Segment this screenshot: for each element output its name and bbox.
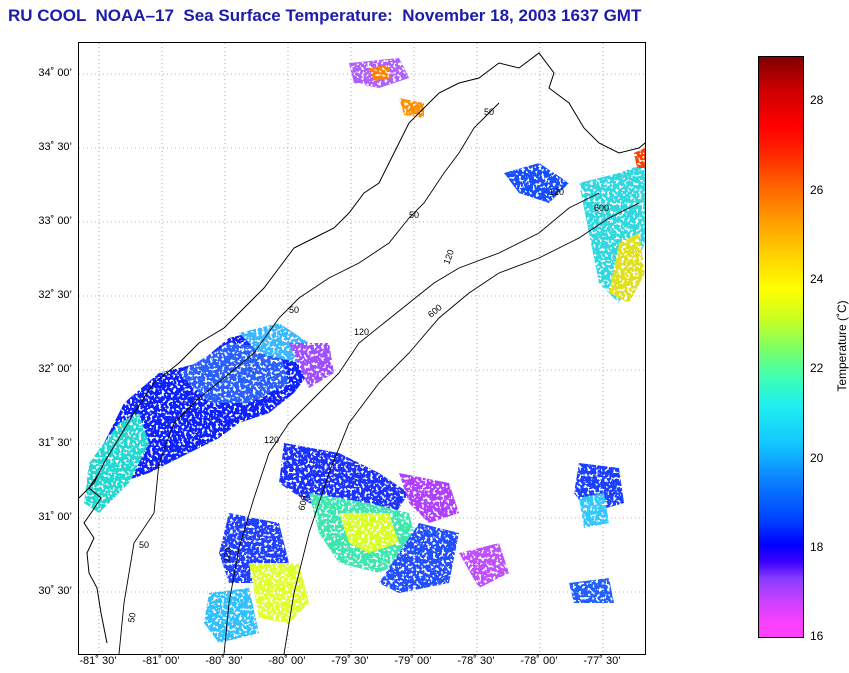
sst-map[interactable]: 50 50 50 50 50 120 120 120 120 120 600 6…: [78, 42, 646, 655]
lon-tick-label: -77˚ 30’: [583, 655, 621, 667]
contour-label: 50: [289, 305, 299, 315]
contour-120: [223, 192, 600, 654]
coastline-jagged: [83, 472, 108, 644]
sst-patch-cyan-patch: [239, 323, 309, 363]
lat-tick-label: 31˚ 00’: [38, 511, 72, 523]
lon-tick-label: -80˚ 00’: [268, 655, 306, 667]
lat-tick-label: 33˚ 00’: [38, 215, 72, 227]
colorbar-tick-label: 28: [810, 93, 824, 107]
contour-label: 600: [426, 302, 444, 319]
sst-patch-blue-inner: [179, 343, 289, 403]
lon-tick-label: -80˚ 30’: [205, 655, 243, 667]
lon-tick-label: -79˚ 00’: [394, 655, 432, 667]
sst-patch-south-yellow: [249, 563, 309, 623]
sst-map-canvas: 50 50 50 50 50 120 120 120 120 120 600 6…: [79, 43, 645, 654]
sst-patch-east-blue: [379, 523, 459, 593]
colorbar-title: Temperature (˚C): [835, 300, 849, 392]
lat-tick-label: 32˚ 00’: [38, 363, 72, 375]
contour-label: 120: [441, 248, 456, 266]
sst-patch-cyan-coast: [84, 413, 149, 513]
contour-label: 600: [594, 203, 609, 213]
sst-patch-south-magenta: [399, 473, 459, 523]
contour-label: 50: [409, 210, 419, 220]
contour-label: 50: [126, 612, 138, 624]
sst-patch-red-top: [634, 148, 645, 168]
contour-label: 50: [139, 540, 149, 550]
sst-patch-ne-yellow: [609, 233, 645, 303]
sst-patch-orange-2: [399, 98, 424, 118]
lat-tick-label: 30˚ 30’: [38, 585, 72, 597]
sst-patch-south-cyan: [204, 588, 259, 643]
sst-patch-far-east-2: [569, 578, 614, 603]
lon-tick-label: -81˚ 00’: [142, 655, 180, 667]
contour-label: 120: [354, 327, 369, 337]
sst-patch-east-magenta: [459, 543, 509, 588]
coastline: [79, 52, 645, 499]
contour-label: 120: [264, 435, 279, 445]
sst-patches: [84, 58, 645, 643]
colorbar-tick-label: 20: [810, 451, 824, 465]
contour-label: 50: [484, 107, 494, 117]
sst-patch-central-yellow: [339, 513, 399, 553]
contour-label: 120: [549, 187, 564, 197]
sst-patch-ne-orange: [369, 65, 391, 81]
contour-labels: 50 50 50 50 50 120 120 120 120 120 600 6…: [126, 107, 609, 623]
lon-tick-label: -81˚ 30’: [79, 655, 117, 667]
lon-tick-label: -79˚ 30’: [331, 655, 369, 667]
sst-patch-ne-blue: [504, 163, 569, 203]
colorbar-tick-label: 16: [810, 629, 824, 643]
colorbar-tick-label: 26: [810, 183, 824, 197]
temperature-colorbar: [758, 56, 804, 638]
colorbar-tick-label: 18: [810, 540, 824, 554]
colorbar-tick-label: 22: [810, 361, 824, 375]
lat-tick-label: 31˚ 30’: [38, 437, 72, 449]
contour-label: 120: [221, 547, 233, 564]
colorbar-tick-label: 24: [810, 272, 824, 286]
lat-tick-label: 34˚ 00’: [38, 67, 72, 79]
contour-50: [118, 102, 500, 654]
lon-tick-label: -78˚ 30’: [457, 655, 495, 667]
sst-patch-magenta-1: [289, 343, 334, 388]
lat-tick-label: 33˚ 30’: [38, 141, 72, 153]
contour-label: 600: [296, 494, 310, 511]
lon-tick-label: -78˚ 00’: [520, 655, 558, 667]
sst-patch-se-cyan: [579, 493, 609, 528]
map-title: RU COOL NOAA–17 Sea Surface Temperature:…: [8, 6, 642, 25]
contour-600: [283, 202, 640, 654]
lat-tick-label: 32˚ 30’: [38, 289, 72, 301]
